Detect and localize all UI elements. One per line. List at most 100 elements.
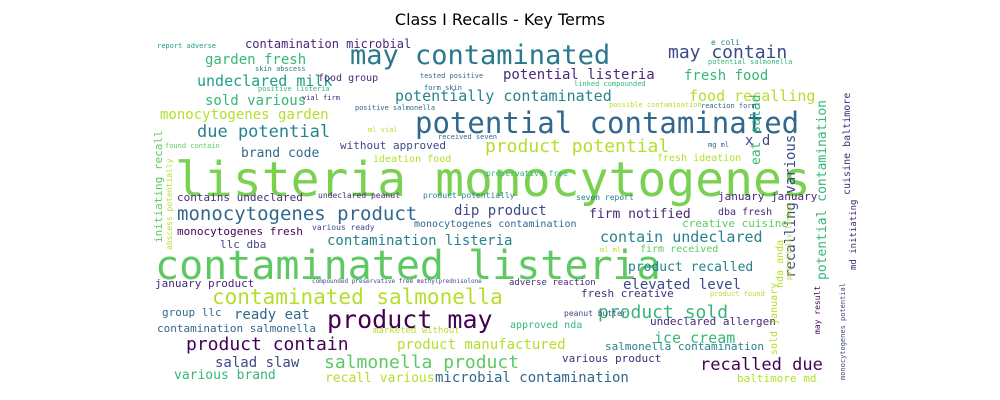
word-term: monocytogenes potential: [839, 283, 847, 380]
word-term: vial firm: [302, 94, 340, 102]
word-term: undeclared allergen: [650, 315, 776, 328]
word-term: md initiating: [849, 200, 859, 270]
word-term: fresh food: [684, 68, 768, 84]
word-term: reaction form: [701, 102, 756, 110]
word-term: recalled due: [700, 355, 823, 375]
word-term: ml vial: [368, 126, 398, 134]
word-term: adverse reaction: [509, 278, 596, 288]
word-term: baltimore md: [737, 372, 816, 385]
word-term: possible contamination: [609, 101, 702, 109]
word-term: various ready: [312, 223, 375, 232]
word-term: microbial contamination: [435, 370, 629, 386]
word-term: garden fresh: [205, 52, 306, 68]
word-term: salmonella contamination: [605, 340, 764, 353]
word-term: group llc: [162, 306, 222, 319]
word-term: product manufactured: [397, 337, 566, 353]
word-term: product sold: [598, 302, 728, 323]
word-term: elevated level: [623, 277, 741, 293]
word-term: january january: [718, 190, 818, 203]
word-term: food group: [318, 73, 378, 84]
word-term: potential listeria: [503, 67, 655, 83]
word-term: nda anda: [775, 240, 786, 288]
word-term: potential contaminated: [415, 106, 799, 140]
word-term: monocytogenes product: [177, 203, 417, 225]
word-term: recall various: [325, 371, 435, 386]
word-term: ready eat: [234, 307, 310, 323]
word-term: may contaminated: [350, 40, 610, 71]
word-term: potentially linked: [785, 204, 793, 280]
word-term: tested positive: [420, 72, 483, 80]
word-term: food recalling: [689, 87, 815, 105]
word-term: linked compounded: [574, 80, 646, 88]
word-term: seven report: [576, 193, 634, 202]
word-term: e coli: [711, 38, 740, 47]
word-term: sold january: [769, 283, 780, 355]
word-term: creative cuisine: [682, 217, 788, 230]
word-term: contain undeclared: [600, 228, 763, 246]
word-term: product potentially: [423, 191, 515, 200]
word-term: contaminated listeria: [155, 243, 661, 289]
word-term: may result: [813, 286, 822, 334]
word-term: salmonella product: [324, 352, 519, 373]
word-term: without approved: [340, 139, 446, 152]
word-term: skin abscess: [255, 65, 306, 73]
word-term: brand code: [241, 146, 319, 161]
word-term: dip product: [454, 203, 547, 219]
word-term: mg ml: [708, 141, 729, 149]
word-term: form skin: [424, 84, 462, 92]
word-term: contamination microbial: [245, 37, 411, 51]
word-term: received seven: [438, 133, 497, 141]
word-term: monocytogenes fresh: [177, 225, 303, 238]
word-term: potential salmonella: [708, 58, 792, 66]
word-term: firm notified: [589, 207, 691, 222]
word-term: potential contamination: [815, 100, 830, 280]
word-term: report adverse: [157, 42, 216, 50]
word-term: undeclared peanut: [318, 191, 400, 200]
word-term: ml ml: [600, 246, 621, 254]
word-term: found contain: [165, 142, 220, 150]
word-term: undeclared milk: [197, 72, 332, 90]
word-term: product may: [327, 305, 493, 334]
word-term: contamination salmonella: [157, 322, 316, 335]
word-term: contamination listeria: [327, 233, 512, 249]
word-term: contaminated salmonella: [212, 285, 503, 309]
word-term: may contain: [668, 42, 787, 63]
word-term: firm received: [640, 244, 718, 255]
word-term: monocytogenes garden: [160, 107, 329, 123]
word-term: recalling various: [783, 135, 799, 278]
word-term: initiating recall: [152, 130, 165, 243]
word-term: ideation food: [373, 154, 451, 165]
word-term: january product: [155, 277, 254, 290]
word-term: due potential: [197, 122, 330, 142]
word-term: preservative free: [486, 169, 568, 178]
word-term: llc dba: [220, 238, 266, 251]
word-term: cuisine baltimore: [842, 93, 853, 195]
word-term: positive listeria: [258, 85, 330, 93]
word-term: various product: [562, 352, 661, 365]
word-term: peanut butter: [564, 309, 627, 318]
word-term: positive salmonella: [355, 104, 435, 112]
word-term: product recalled: [628, 260, 753, 275]
word-term: sold various: [205, 93, 306, 109]
word-term: potentially contaminated: [395, 87, 612, 105]
word-term: x d: [745, 133, 770, 149]
word-term: ice cream: [654, 329, 735, 347]
word-term: contains undeclared: [177, 191, 303, 204]
word-term: monocytogenes contamination: [414, 219, 577, 230]
word-term: listeria monocytogenes: [175, 152, 811, 208]
word-term: product potential: [485, 136, 669, 157]
word-term: salad slaw: [215, 355, 300, 371]
word-term: product found: [710, 290, 765, 298]
word-term: product contain: [186, 334, 349, 355]
word-term: compounded preservative free methylpredn…: [312, 278, 482, 285]
word-term: eat salad: [749, 95, 764, 165]
word-term: dba fresh: [718, 207, 772, 218]
chart-title: Class I Recalls - Key Terms: [394, 10, 606, 29]
word-term: abscess potentially: [165, 158, 174, 250]
word-term: approved nda: [510, 320, 582, 331]
word-term: fresh creative: [581, 287, 674, 300]
word-term: fresh ideation: [657, 153, 741, 164]
word-term: marketed without: [373, 326, 460, 336]
word-term: various brand: [174, 368, 276, 383]
